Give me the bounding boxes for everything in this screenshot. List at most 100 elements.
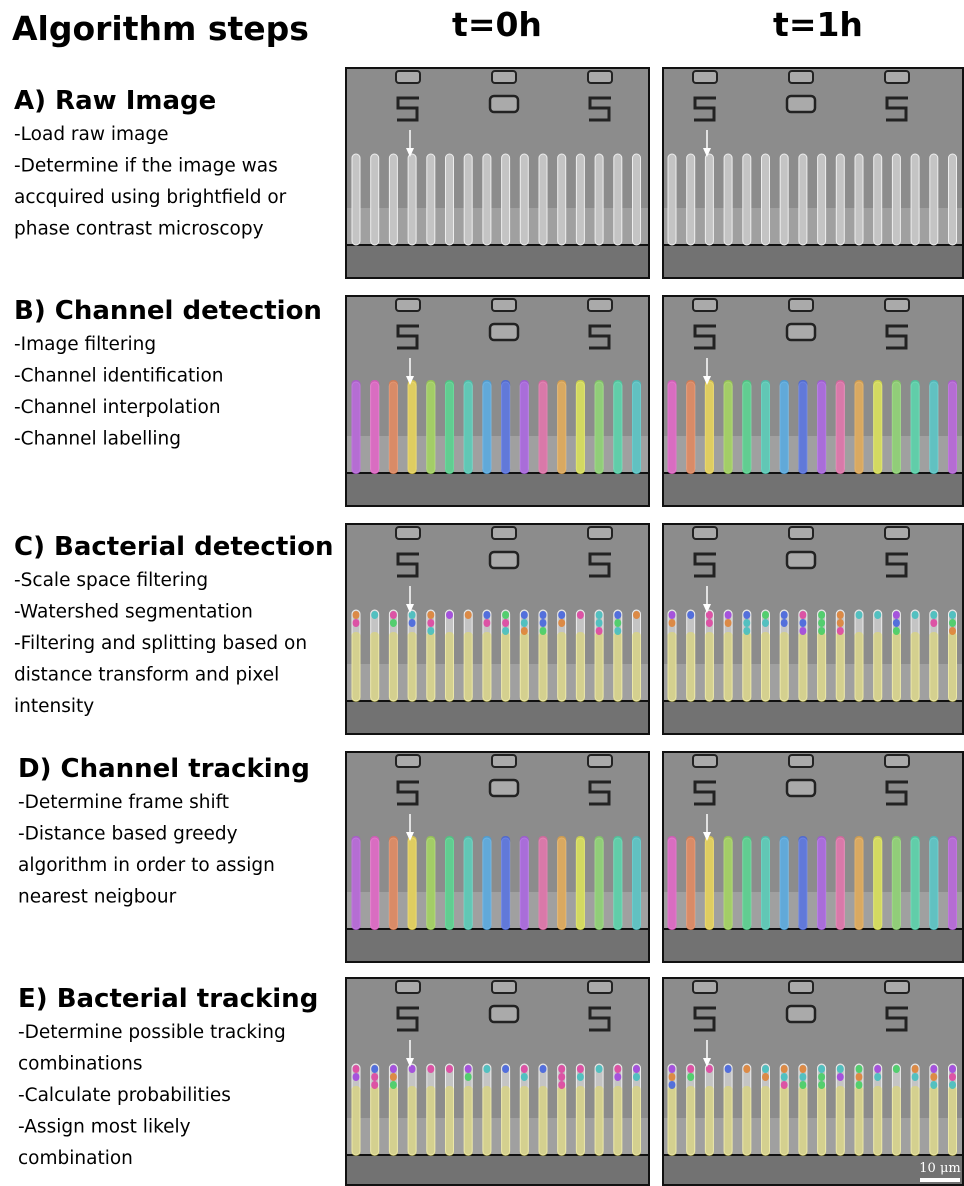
marker	[787, 96, 815, 112]
channel	[483, 154, 491, 245]
marker	[492, 755, 516, 767]
bacterium	[818, 627, 825, 635]
channel-label	[482, 632, 491, 702]
step-description: distance transform and pixel	[14, 665, 279, 686]
channel	[668, 154, 676, 245]
channel-label	[595, 836, 604, 930]
channel-label	[911, 380, 920, 474]
channel-label	[668, 632, 677, 702]
marker	[588, 981, 612, 993]
marker	[490, 552, 518, 568]
channel-label	[426, 632, 435, 702]
marker	[396, 527, 420, 539]
bacterium	[633, 1065, 640, 1073]
microscopy-image	[663, 296, 963, 506]
microscopy-image	[663, 68, 963, 278]
bacterium	[856, 1073, 863, 1081]
marker	[492, 981, 516, 993]
lower-region	[664, 930, 962, 961]
step-description: -Determine frame shift	[18, 792, 229, 813]
channel	[836, 154, 844, 245]
channel-label	[520, 632, 529, 702]
channel-label	[742, 380, 751, 474]
step-title: A) Raw Image	[14, 86, 216, 116]
bacterium	[743, 619, 750, 627]
channel-label	[798, 380, 807, 474]
channel-label	[408, 380, 417, 474]
bacterium	[949, 611, 956, 619]
channel-label	[724, 380, 733, 474]
bacterium	[930, 1081, 937, 1089]
bacterium	[371, 1081, 378, 1089]
channel-label	[576, 632, 585, 702]
channel-label	[370, 836, 379, 930]
channel-label	[576, 380, 585, 474]
bacterium	[762, 619, 769, 627]
channel	[743, 154, 751, 245]
bacterium	[893, 619, 900, 627]
channel-label	[426, 1086, 435, 1156]
bacterium	[371, 611, 378, 619]
bacterium	[558, 619, 565, 627]
channel-label	[686, 836, 695, 930]
channel-label	[539, 1086, 548, 1156]
channel-label	[911, 836, 920, 930]
channel-label	[761, 1086, 770, 1156]
channel-label	[389, 1086, 398, 1156]
bacterium	[390, 619, 397, 627]
channel-label	[445, 1086, 454, 1156]
marker	[885, 71, 909, 83]
bacterium	[390, 611, 397, 619]
bacterium	[614, 1065, 621, 1073]
channel-label	[389, 380, 398, 474]
bacterium	[521, 627, 528, 635]
channel-label	[855, 836, 864, 930]
channel-label	[948, 836, 957, 930]
channel-label	[576, 836, 585, 930]
bacterium	[669, 1065, 676, 1073]
bacterium	[912, 1073, 919, 1081]
channel-label	[761, 836, 770, 930]
bacterium	[781, 611, 788, 619]
marker	[490, 96, 518, 112]
bacterium	[799, 619, 806, 627]
bacterium	[874, 1065, 881, 1073]
channel	[595, 154, 603, 245]
channel-label	[595, 380, 604, 474]
step-title: C) Bacterial detection	[14, 532, 334, 562]
scale-bar-label: 10 μm	[919, 1161, 960, 1176]
channel-label	[817, 836, 826, 930]
bacterium	[483, 619, 490, 627]
marker	[693, 71, 717, 83]
channel	[389, 154, 397, 245]
marker	[588, 527, 612, 539]
channel-label	[352, 380, 361, 474]
marker	[492, 527, 516, 539]
lower-region	[664, 474, 962, 505]
channel-label	[408, 836, 417, 930]
channel-label	[742, 836, 751, 930]
channel-label	[557, 632, 566, 702]
channel-label	[911, 1086, 920, 1156]
channel	[427, 154, 435, 245]
channel-label	[892, 1086, 901, 1156]
bacterium	[596, 611, 603, 619]
column-header: t=1h	[773, 5, 863, 44]
bacterium	[558, 1081, 565, 1089]
bacterium	[762, 611, 769, 619]
bacterium	[725, 1065, 732, 1073]
channel-label	[855, 632, 864, 702]
channel-label	[780, 380, 789, 474]
bacterium	[762, 1065, 769, 1073]
bacterium	[930, 611, 937, 619]
bacterium	[540, 619, 547, 627]
marker	[885, 981, 909, 993]
bacterium	[596, 627, 603, 635]
channel	[892, 154, 900, 245]
channel-label	[557, 1086, 566, 1156]
channel	[446, 154, 454, 245]
channel-label	[668, 836, 677, 930]
bacterium	[633, 611, 640, 619]
marker	[588, 71, 612, 83]
channel-label	[686, 1086, 695, 1156]
